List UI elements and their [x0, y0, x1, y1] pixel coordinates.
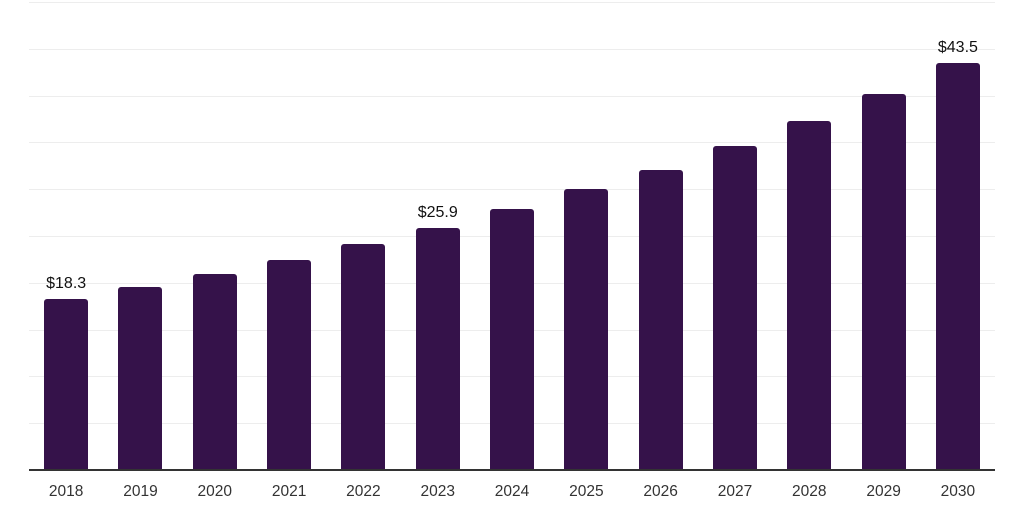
plot-area: $18.3 $25.9 $43.5 [29, 2, 995, 470]
bar-slot-2020 [178, 2, 252, 470]
bar-2027 [712, 146, 757, 470]
bar-slot-2024 [475, 2, 549, 470]
bar-slot-2019 [103, 2, 177, 470]
bar-2018 [44, 298, 89, 470]
bar-2025 [564, 189, 609, 470]
x-tick-label-2021: 2021 [271, 483, 307, 500]
bar-2028 [787, 120, 832, 470]
x-tick-label-2018: 2018 [48, 483, 84, 500]
bar-2029 [861, 93, 906, 470]
gridline [29, 189, 995, 191]
x-axis-tick-labels: 2018 2019 2020 2021 2022 2023 2024 2025 2026 2027… [29, 483, 995, 502]
x-tick-label-2028: 2028 [792, 483, 827, 500]
bar-2030 [935, 62, 980, 470]
bar-slot-2027 [698, 2, 772, 470]
bar-2024 [490, 208, 535, 470]
bar-slot-2021 [252, 2, 326, 470]
x-tick-label-2024: 2024 [494, 483, 530, 500]
bar-2021 [267, 260, 312, 470]
x-axis-line [29, 469, 995, 471]
bar-slot-2025 [549, 2, 623, 470]
bar-slot-2018: $18.3 [29, 2, 103, 470]
bar-slot-2026 [624, 2, 698, 470]
bar-2023 [415, 227, 460, 470]
x-tick-label-2025: 2025 [569, 483, 604, 500]
bar-2020 [192, 274, 237, 470]
gridline [29, 95, 995, 97]
bar-slot-2030: $43.5 [921, 2, 995, 470]
data-label-2030: $43.5 [937, 38, 978, 56]
bar-slot-2023: $25.9 [401, 2, 475, 470]
x-tick-label-2026: 2026 [643, 483, 678, 500]
gridline [29, 2, 995, 3]
x-tick-label-2023: 2023 [420, 483, 455, 500]
x-tick-label-2027: 2027 [717, 483, 753, 500]
x-tick-label-2019: 2019 [123, 483, 158, 500]
data-label-2023: $25.9 [417, 203, 458, 221]
bar-2019 [118, 286, 163, 470]
gridline [29, 142, 995, 144]
gridline [29, 48, 995, 50]
data-label-2018: $18.3 [46, 274, 87, 292]
bar-slot-2022 [326, 2, 400, 470]
bar-slot-2029 [846, 2, 920, 470]
x-tick-label-2030: 2030 [940, 483, 976, 500]
x-tick-label-2020: 2020 [197, 483, 233, 500]
x-tick-label-2029: 2029 [866, 483, 901, 500]
bar-2022 [341, 244, 386, 470]
bar-slot-2028 [772, 2, 846, 470]
bar-2026 [638, 169, 683, 470]
x-tick-label-2022: 2022 [346, 483, 381, 500]
